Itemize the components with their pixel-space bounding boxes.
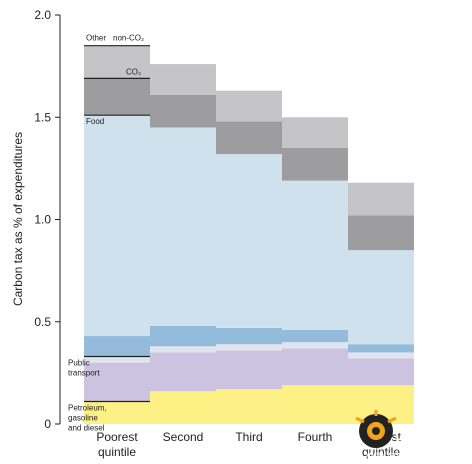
bars-layer <box>84 45 414 424</box>
bar-segment <box>216 350 282 390</box>
bar-segment <box>282 117 348 148</box>
x-tick-label: quintile <box>362 445 400 459</box>
y-tick-label: 1.0 <box>34 213 51 227</box>
annotation-label: CO₂ <box>126 67 141 76</box>
x-tick-label: Fourth <box>298 430 333 444</box>
bar-segment <box>348 182 414 216</box>
bar-segment <box>84 45 150 79</box>
x-tick-label: Second <box>163 430 204 444</box>
x-tick-label: quintile <box>98 445 136 459</box>
bar-segment <box>282 329 348 343</box>
bar-segment <box>348 352 414 359</box>
eye-logo-icon <box>355 410 397 448</box>
watermark: 山大视点 view.sdu.edu.cn <box>355 410 451 461</box>
bar-segment <box>348 215 414 251</box>
annotation-label: non-CO₂ <box>113 34 144 43</box>
watermark-brand: 山大视点 <box>395 427 451 443</box>
bar-segment <box>84 356 150 363</box>
x-tick-label: Third <box>235 430 262 444</box>
y-tick-label: 2.0 <box>34 8 51 22</box>
y-tick-label: 1.5 <box>34 110 51 124</box>
bar-segment <box>216 389 282 424</box>
bar-segment <box>84 362 150 402</box>
x-category-labels: PoorestquintileSecondThirdFourthRichestq… <box>96 430 401 459</box>
bar-segment <box>150 325 216 347</box>
bar-segment <box>84 336 150 357</box>
y-tick-label: 0 <box>44 417 51 431</box>
y-ticks: 0 0.5 1.0 1.5 2.0 <box>34 8 60 431</box>
bar-segment <box>282 180 348 330</box>
annotation-label: Other <box>86 34 106 43</box>
x-tick-label: Poorest <box>96 430 138 444</box>
bar-segment <box>282 348 348 386</box>
annotation-label: and diesel <box>68 424 105 433</box>
bar-segment <box>84 78 150 116</box>
y-axis-label: Carbon tax as % of expenditures <box>11 132 25 306</box>
bar-segment <box>84 115 150 337</box>
bar-segment <box>216 154 282 328</box>
watermark-url: view.sdu.edu.cn <box>366 450 437 461</box>
annotation-label: gasoline <box>68 414 98 423</box>
bar-segment <box>216 121 282 155</box>
bar-segment <box>348 344 414 353</box>
bar-segment <box>150 346 216 353</box>
annotation-label: Petroleum, <box>68 404 107 413</box>
bar-segment <box>348 358 414 386</box>
bar-segment <box>282 147 348 181</box>
bar-segment <box>282 342 348 349</box>
annotation-label: Food <box>86 117 104 126</box>
y-tick-label: 0.5 <box>34 315 51 329</box>
annotation-label: Public <box>68 359 90 368</box>
bar-segment <box>150 64 216 95</box>
bar-segment <box>216 327 282 345</box>
bar-segment <box>150 352 216 392</box>
bar-segment <box>150 391 216 424</box>
bar-segment <box>282 385 348 424</box>
bar-segment <box>216 344 282 351</box>
bar-segment <box>216 90 282 122</box>
bar-segment <box>150 94 216 128</box>
bar-segment <box>348 250 414 345</box>
bar-segment <box>150 127 216 326</box>
bar-segment <box>84 401 150 424</box>
annotation-label: transport <box>68 369 100 378</box>
